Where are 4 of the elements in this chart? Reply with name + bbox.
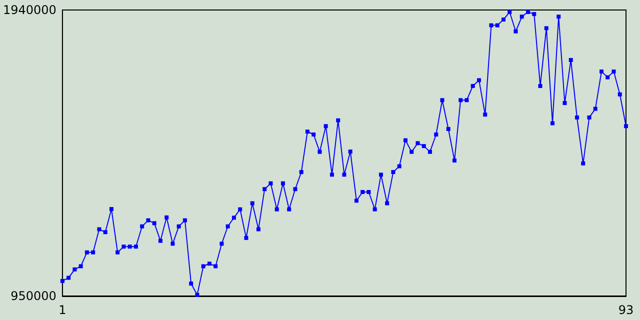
x-tick-label: 93	[618, 303, 634, 317]
x-tick-label: 1	[58, 303, 66, 317]
y-tick-label: 950000	[10, 289, 56, 303]
y-tick-label: 1940000	[2, 3, 56, 17]
